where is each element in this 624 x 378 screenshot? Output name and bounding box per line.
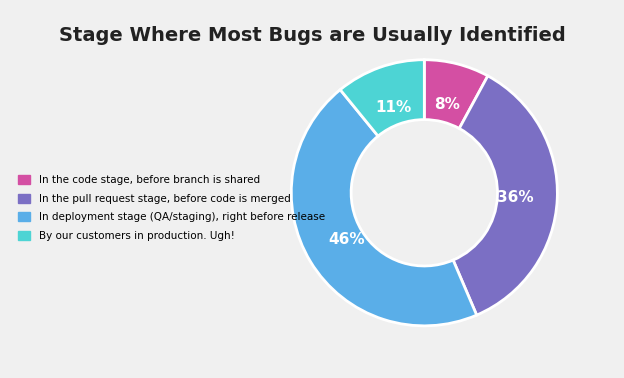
Wedge shape: [424, 60, 488, 129]
Text: 46%: 46%: [328, 232, 365, 247]
Text: 36%: 36%: [497, 189, 534, 204]
Wedge shape: [453, 76, 557, 315]
Text: Stage Where Most Bugs are Usually Identified: Stage Where Most Bugs are Usually Identi…: [59, 26, 565, 45]
Wedge shape: [340, 60, 424, 136]
Legend: In the code stage, before branch is shared, In the pull request stage, before co: In the code stage, before branch is shar…: [17, 175, 324, 241]
Text: 11%: 11%: [376, 100, 412, 115]
Text: 8%: 8%: [434, 97, 460, 112]
Wedge shape: [291, 90, 477, 326]
